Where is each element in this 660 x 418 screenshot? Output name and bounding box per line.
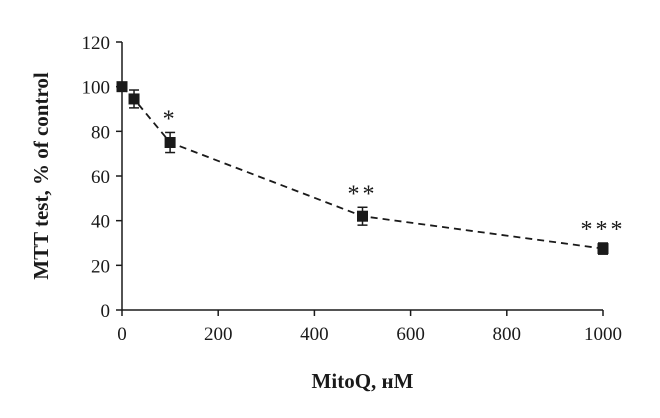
data-point <box>357 210 368 222</box>
data-point <box>597 243 609 255</box>
significance-label: ** <box>348 181 378 207</box>
y-tick-label: 20 <box>91 256 110 277</box>
x-tick-label: 1000 <box>584 324 622 345</box>
significance-label: * <box>163 106 178 132</box>
y-axis-title: MTT test, % of control <box>29 72 53 280</box>
y-tick-label: 60 <box>91 167 110 188</box>
axes <box>121 42 603 311</box>
x-tick-label: 400 <box>300 324 329 345</box>
data-point <box>116 81 128 93</box>
y-tick-label: 120 <box>82 33 111 54</box>
x-tick-label: 600 <box>396 324 425 345</box>
series-mtt: ****** <box>116 81 626 255</box>
x-axis-ticks: 0 200 400 600 800 1000 <box>117 310 622 345</box>
data-point <box>128 93 140 105</box>
y-axis-ticks: 0 20 40 60 80 100 120 <box>82 33 122 322</box>
data-point <box>164 137 176 148</box>
y-tick-label: 0 <box>101 301 111 322</box>
x-tick-label: 200 <box>204 324 233 345</box>
y-tick-label: 40 <box>91 212 110 233</box>
x-axis-title: MitoQ, нM <box>312 369 414 393</box>
x-tick-label: 0 <box>117 324 127 345</box>
y-tick-label: 80 <box>91 122 110 143</box>
y-tick-label: 100 <box>82 78 111 99</box>
x-tick-label: 800 <box>493 324 522 345</box>
significance-label: *** <box>581 217 626 243</box>
